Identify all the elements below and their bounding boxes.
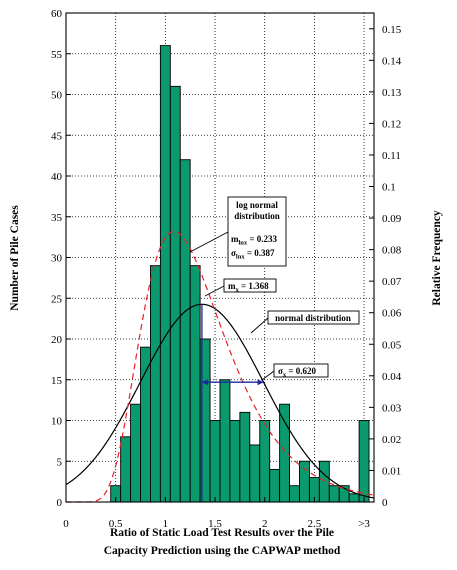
lognormal-std-label: σlnx = 0.387 — [231, 248, 275, 261]
y-right-tick-label: 0.08 — [382, 245, 402, 257]
histogram-bar — [269, 468, 281, 503]
lognormal-label-line1: log normal — [236, 200, 278, 210]
lognormal-mean-label: mlnx = 0.233 — [231, 234, 278, 247]
histogram-bar — [169, 85, 181, 503]
x-tick-label: 2 — [262, 518, 268, 530]
histogram-bar — [279, 403, 290, 503]
y-left-tick-label: 20 — [51, 334, 63, 346]
histogram-bar — [120, 436, 132, 503]
histogram-bar — [358, 420, 370, 503]
y-left-tick-label: 10 — [51, 416, 63, 428]
y-left-tick-label: 60 — [51, 8, 63, 20]
mean-annotation-box — [223, 278, 277, 293]
std-leader-line — [261, 370, 275, 381]
y-right-tick-label: 0.02 — [382, 434, 401, 446]
y-right-tick-label: 0.05 — [382, 339, 402, 351]
histogram-bar — [130, 403, 141, 503]
histogram-bar — [239, 411, 251, 503]
histogram-bar — [289, 485, 300, 503]
y-right-tick-label: 0.12 — [382, 118, 401, 130]
histogram-bar — [259, 420, 271, 503]
y-left-tick-label: 5 — [57, 456, 63, 468]
y-right-tick-label: 0.15 — [382, 24, 402, 36]
histogram-bar — [249, 444, 261, 503]
y-right-tick-label: 0.14 — [382, 55, 402, 67]
histogram-bar — [159, 45, 171, 503]
y-right-tick-label: 0.01 — [382, 465, 401, 477]
y-right-tick-label: 0.1 — [382, 182, 396, 194]
mean-label: mx = 1.368 — [228, 281, 269, 294]
axis-ticks: 05101520253035404550556000.010.020.030.0… — [51, 8, 402, 530]
y-right-tick-label: 0.11 — [382, 150, 401, 162]
histogram-bar — [140, 346, 151, 503]
x-tick-label: 1.5 — [208, 518, 222, 530]
histogram-bar — [179, 159, 191, 503]
mean-leader-line — [204, 285, 225, 297]
std-arrow-head-right — [257, 379, 264, 386]
y-right-tick-label: 0.09 — [382, 213, 402, 225]
y-left-tick-label: 40 — [51, 171, 63, 183]
lognormal-annotation-box — [227, 196, 287, 267]
lognormal-leader-line — [189, 231, 229, 253]
x-tick-label: 0.5 — [109, 518, 123, 530]
y-left-tick-label: 25 — [51, 293, 63, 305]
y-right-tick-label: 0.06 — [382, 308, 402, 320]
histogram-bar — [229, 420, 241, 503]
normal-annotation-box — [267, 310, 360, 325]
y-axis-left-title: Number of Pile Cases — [9, 205, 21, 311]
y-left-tick-label: 50 — [51, 90, 63, 102]
y-left-tick-label: 0 — [57, 497, 63, 509]
x-tick-label: 1 — [163, 518, 169, 530]
normal-distribution-curve — [65, 303, 375, 499]
histogram-bar — [318, 460, 330, 503]
normal-distribution-label: normal distribution — [275, 313, 351, 323]
y-right-tick-label: 0.13 — [382, 87, 402, 99]
std-annotation-box — [273, 363, 329, 378]
x-axis-title-line2: Capacity Prediction using the CAPWAP met… — [104, 545, 341, 557]
y-left-tick-label: 30 — [51, 253, 63, 265]
histogram-bar — [328, 485, 340, 503]
y-axis-right-title: Relative Frequency — [431, 210, 443, 306]
y-right-tick-label: 0.03 — [382, 402, 402, 414]
histogram-bar — [299, 460, 310, 503]
x-tick-label: >3 — [358, 518, 370, 530]
histogram-bar — [209, 420, 221, 503]
normal-leader-line — [250, 317, 269, 334]
histogram-bar — [189, 265, 201, 503]
x-tick-label: 2.5 — [308, 518, 322, 530]
distribution-curves — [65, 230, 375, 503]
y-left-tick-label: 45 — [51, 130, 63, 142]
std-label: σx = 0.620 — [278, 366, 317, 379]
y-left-tick-label: 15 — [51, 375, 63, 387]
histogram-bar — [150, 265, 161, 503]
y-right-tick-label: 0 — [382, 497, 388, 509]
x-tick-label: 0 — [63, 518, 69, 530]
y-left-tick-label: 55 — [51, 49, 63, 61]
std-arrow-head-left — [201, 379, 208, 386]
histogram-bars — [110, 45, 370, 503]
histogram-bar — [348, 493, 360, 503]
lognormal-label-line2: distribution — [234, 211, 280, 221]
y-right-tick-label: 0.04 — [382, 371, 402, 383]
y-left-tick-label: 35 — [51, 212, 63, 224]
x-axis-title-line1: Ratio of Static Load Test Results over t… — [110, 527, 334, 539]
lognormal-distribution-curve — [66, 230, 375, 503]
histogram-bar — [219, 379, 231, 503]
y-right-tick-label: 0.07 — [382, 276, 402, 288]
